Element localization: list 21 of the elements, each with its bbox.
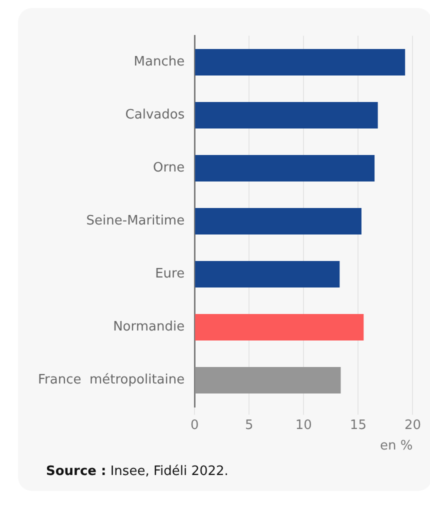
y-tick-label: Manche [134, 54, 185, 70]
source-note: Source : Insee, Fidéli 2022. [46, 464, 228, 479]
y-tick-label: Eure [155, 266, 185, 282]
bar [195, 102, 378, 129]
bar [195, 261, 340, 288]
x-tick-label: 0 [190, 418, 199, 433]
y-tick-label: Seine-Maritime [86, 214, 185, 229]
x-tick-label: 15 [350, 418, 366, 433]
y-tick-label: France métropolitaine [38, 372, 185, 388]
x-tick-label: 5 [244, 418, 254, 433]
bar [195, 314, 364, 341]
x-tick-label: 20 [404, 418, 421, 433]
bar [195, 49, 406, 76]
y-tick-label: Normandie [113, 320, 185, 335]
bar [195, 208, 362, 235]
y-tick-label: Calvados [125, 108, 185, 123]
x-axis-title: en % [380, 438, 413, 454]
bar [195, 367, 341, 394]
x-tick-label: 10 [295, 418, 312, 433]
y-tick-label: Orne [153, 160, 185, 176]
bar [195, 155, 375, 182]
